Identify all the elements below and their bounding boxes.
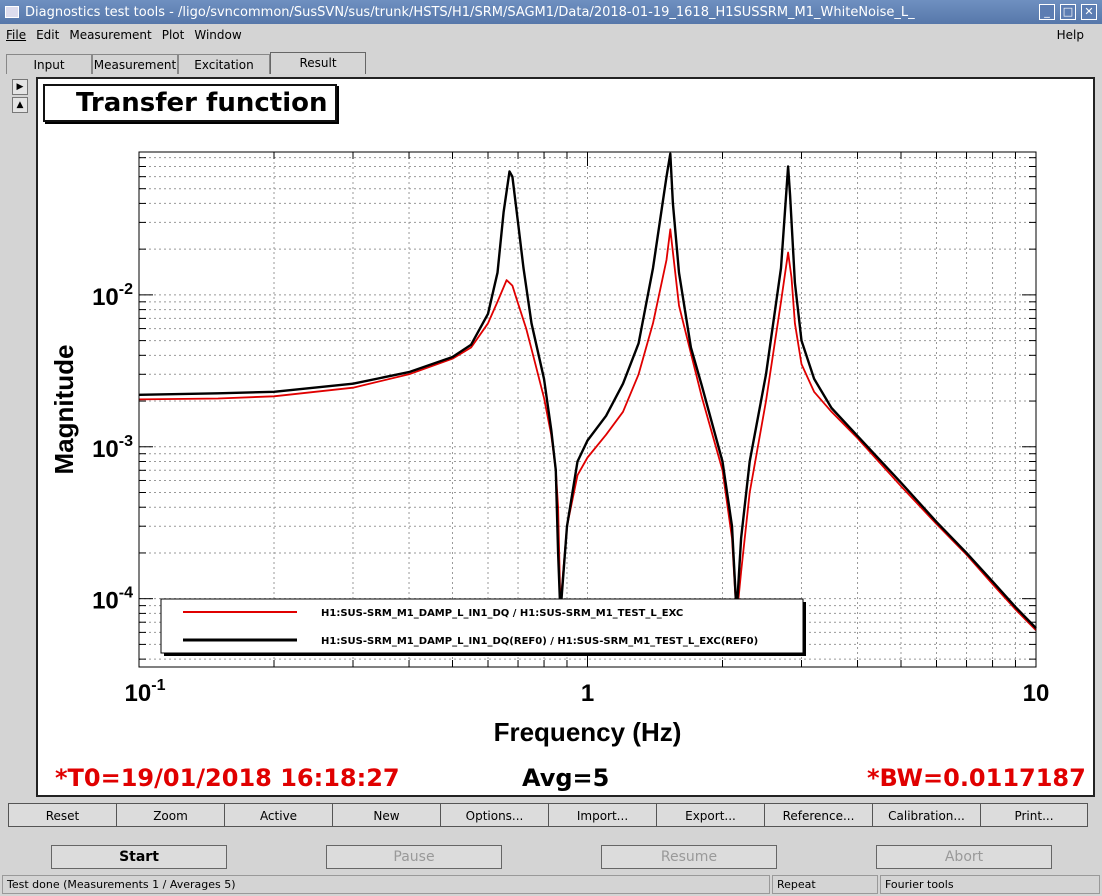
arrow-up-icon[interactable]: ▲	[12, 97, 28, 113]
y-tick-label: 10-3	[92, 433, 133, 463]
window-title: Diagnostics test tools - /ligo/svncommon…	[25, 4, 915, 20]
status-tool: Fourier tools	[880, 875, 1100, 894]
pause-button[interactable]: Pause	[326, 845, 502, 869]
import-button[interactable]: Import...	[548, 803, 656, 827]
active-button[interactable]: Active	[224, 803, 332, 827]
menu-plot[interactable]: Plot	[161, 28, 185, 42]
title-bar: Diagnostics test tools - /ligo/svncommon…	[0, 0, 1102, 24]
menu-help[interactable]: Help	[1056, 28, 1084, 42]
t0-label: *T0=19/01/2018 16:18:27	[55, 764, 400, 792]
series-line-2	[138, 152, 1037, 629]
x-tick-label: 10	[1023, 680, 1050, 707]
new-button[interactable]: New	[332, 803, 440, 827]
pad-arrows: ▶ ▲	[12, 79, 28, 115]
reset-button[interactable]: Reset	[8, 803, 116, 827]
menu-window[interactable]: Window	[194, 28, 242, 42]
series-line-1	[138, 228, 1037, 631]
abort-button[interactable]: Abort	[876, 845, 1052, 869]
start-button[interactable]: Start	[51, 845, 227, 869]
y-axis-title: Magnitude	[49, 345, 79, 475]
calibration-button[interactable]: Calibration...	[872, 803, 980, 827]
legend-label-1: H1:SUS-SRM_M1_DAMP_L_IN1_DQ / H1:SUS-SRM…	[321, 608, 683, 619]
resume-button[interactable]: Resume	[601, 845, 777, 869]
avg-label: Avg=5	[522, 764, 610, 792]
tab-result[interactable]: Result	[270, 52, 366, 74]
menu-bar: File Edit Measurement Plot Window Help	[0, 24, 1102, 46]
status-mode: Repeat	[772, 875, 878, 894]
legend-box	[160, 598, 804, 654]
plot-frame	[138, 151, 1037, 668]
bw-label: *BW=0.0117187	[867, 764, 1086, 792]
plot-area	[139, 152, 1036, 667]
transfer-function-plot[interactable]: 10-1 1 10 10-4 10-3 10-2 Frequency (Hz) Magnitu…	[36, 77, 1095, 797]
tab-bar: Input Measurement Excitation Result	[6, 52, 366, 74]
arrow-right-icon[interactable]: ▶	[12, 79, 28, 95]
app-icon	[5, 6, 19, 18]
reference-button[interactable]: Reference...	[764, 803, 872, 827]
y-tick-label: 10-2	[92, 281, 133, 311]
tab-excitation[interactable]: Excitation	[178, 54, 270, 74]
options-button[interactable]: Options...	[440, 803, 548, 827]
status-message: Test done (Measurements 1 / Averages 5)	[2, 875, 770, 894]
x-tick-label: 1	[581, 680, 594, 707]
legend-label-2: H1:SUS-SRM_M1_DAMP_L_IN1_DQ(REF0) / H1:S…	[321, 636, 758, 647]
menu-measurement[interactable]: Measurement	[69, 28, 152, 42]
export-button[interactable]: Export...	[656, 803, 764, 827]
x-axis-title: Frequency (Hz)	[494, 717, 682, 747]
plot-button-row: Reset Zoom Active New Options... Import.…	[8, 803, 1088, 827]
menu-file[interactable]: File	[6, 28, 27, 42]
minimize-button[interactable]: _	[1039, 4, 1055, 20]
tab-measurement[interactable]: Measurement	[92, 54, 178, 74]
menu-edit[interactable]: Edit	[36, 28, 60, 42]
x-tick-label: 10-1	[125, 677, 166, 707]
maximize-button[interactable]: □	[1060, 4, 1076, 20]
plot-title: Transfer function	[43, 84, 337, 122]
print-button[interactable]: Print...	[980, 803, 1088, 827]
close-button[interactable]: ✕	[1081, 4, 1097, 20]
zoom-button[interactable]: Zoom	[116, 803, 224, 827]
y-tick-label: 10-4	[92, 585, 133, 615]
tab-input[interactable]: Input	[6, 54, 92, 74]
